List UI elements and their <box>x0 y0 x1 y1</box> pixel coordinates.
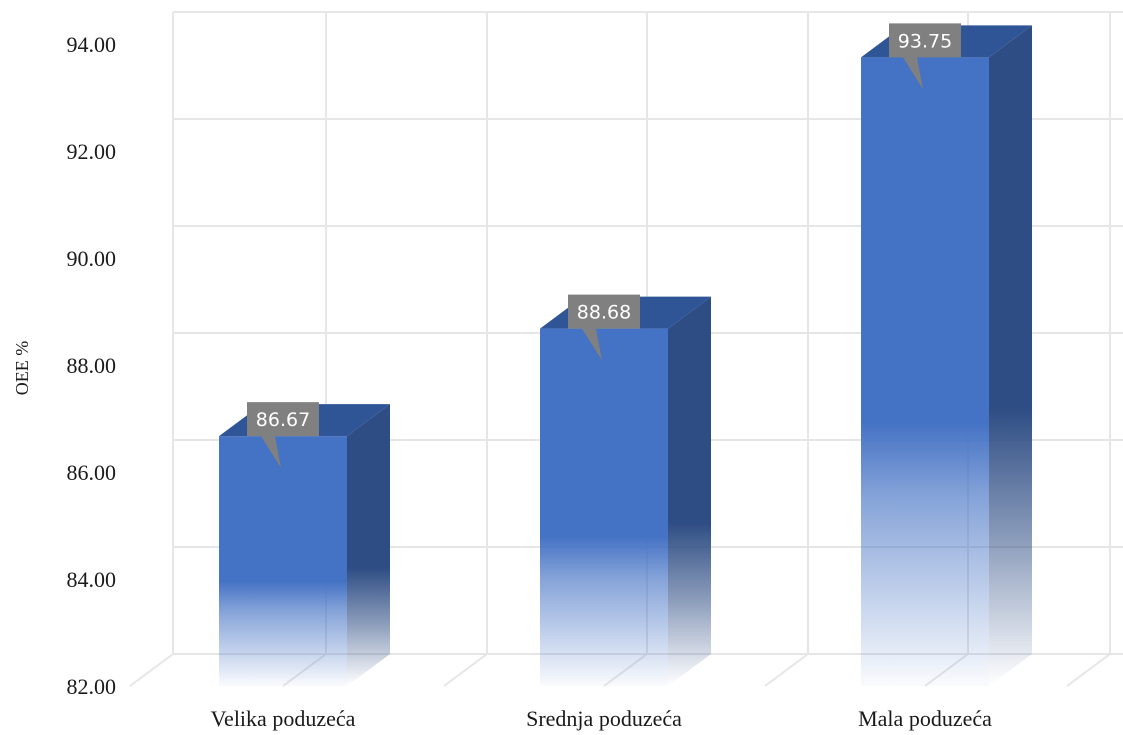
bars <box>219 25 1032 686</box>
data-label-box <box>889 23 961 58</box>
bar-side <box>668 296 711 686</box>
data-label-pointer <box>582 328 602 361</box>
bar-front <box>861 57 989 686</box>
data-label: 93.75 <box>889 23 961 90</box>
y-tick-label: 90.00 <box>67 246 117 271</box>
y-tick-label: 86.00 <box>67 460 117 485</box>
bar <box>219 404 390 686</box>
x-category-label: Velika poduzeća <box>211 706 356 731</box>
bar-side <box>989 25 1032 686</box>
data-label-pointer <box>261 436 281 469</box>
x-axis-categories: Velika poduzeća Srednja poduzeća Mala podu… <box>211 706 992 731</box>
data-labels: 86.67 88.68 93.75 <box>247 23 961 469</box>
data-label-pointer <box>903 57 923 90</box>
data-label: 86.67 <box>247 402 319 469</box>
data-label-text: 93.75 <box>898 30 952 52</box>
y-tick-label: 92.00 <box>67 139 117 164</box>
floor-gridline <box>443 653 488 687</box>
y-axis-title: OEE % <box>12 341 32 395</box>
floor-gridline <box>129 653 174 687</box>
floor-gridline <box>1066 653 1111 687</box>
y-tick-label: 84.00 <box>67 567 117 592</box>
y-axis-ticks: 82.00 84.00 86.00 88.00 90.00 92.00 94.00 <box>67 32 117 699</box>
data-label-box <box>247 402 319 437</box>
bar <box>540 296 711 686</box>
y-tick-label: 88.00 <box>67 353 117 378</box>
x-category-label: Mala poduzeća <box>858 706 992 731</box>
bar-side <box>347 404 390 686</box>
y-tick-label: 82.00 <box>67 674 117 699</box>
bar-front <box>219 436 347 686</box>
data-label: 88.68 <box>568 294 640 361</box>
x-category-label: Srednja poduzeća <box>526 706 682 731</box>
floor-gridline <box>764 653 809 687</box>
data-label-box <box>568 294 640 329</box>
bar <box>861 25 1032 686</box>
bar-front <box>540 328 668 686</box>
data-label-text: 86.67 <box>256 409 310 431</box>
y-tick-label: 94.00 <box>67 32 117 57</box>
data-label-text: 88.68 <box>577 302 631 324</box>
